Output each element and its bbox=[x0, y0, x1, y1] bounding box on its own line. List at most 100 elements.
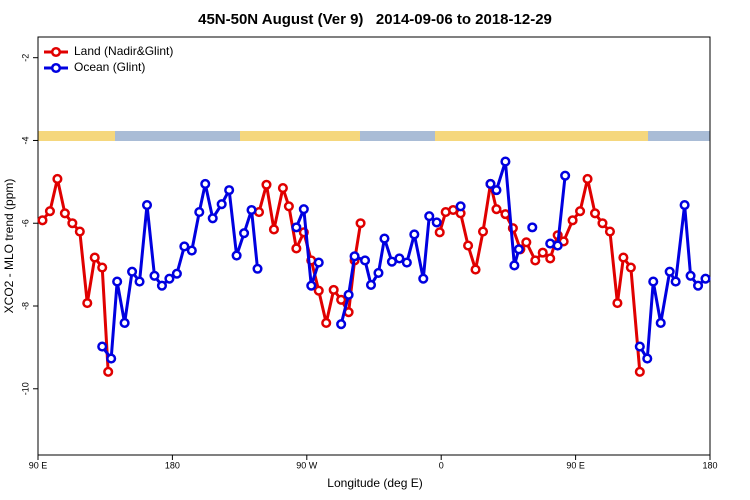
land-strip bbox=[38, 131, 115, 141]
data-point bbox=[530, 255, 541, 266]
data-point bbox=[82, 298, 93, 309]
ocean-strip bbox=[38, 131, 710, 141]
data-point bbox=[655, 317, 666, 329]
data-point bbox=[455, 201, 466, 212]
data-point bbox=[527, 222, 538, 233]
data-point bbox=[112, 276, 123, 287]
x-tick-label: 90 W bbox=[296, 460, 318, 470]
data-point bbox=[336, 319, 347, 330]
data-point bbox=[612, 298, 623, 309]
data-point bbox=[379, 233, 390, 244]
data-point bbox=[485, 178, 496, 189]
data-point bbox=[575, 206, 586, 217]
data-point bbox=[560, 170, 571, 181]
data-point bbox=[67, 218, 78, 229]
data-point bbox=[418, 273, 429, 284]
data-point bbox=[567, 215, 578, 226]
y-tick-label: -6 bbox=[20, 219, 30, 227]
data-point bbox=[582, 173, 593, 185]
data-point bbox=[336, 294, 347, 305]
data-point bbox=[200, 178, 211, 189]
data-point bbox=[589, 208, 601, 219]
data-point bbox=[171, 268, 182, 279]
data-point bbox=[642, 353, 653, 364]
data-point bbox=[149, 270, 160, 281]
map-strip bbox=[38, 131, 710, 141]
legend-marker bbox=[50, 46, 62, 58]
legend-label: Land (Nadir&Glint) bbox=[74, 44, 173, 58]
land-strip bbox=[435, 131, 648, 141]
data-point bbox=[291, 222, 302, 233]
y-tick-label: -4 bbox=[20, 136, 30, 144]
x-axis-label: Longitude (deg E) bbox=[327, 476, 422, 490]
data-point bbox=[164, 273, 175, 284]
y-tick-label: -8 bbox=[20, 302, 30, 310]
data-point bbox=[231, 250, 242, 261]
data-point bbox=[194, 207, 205, 218]
data-point bbox=[328, 284, 339, 295]
data-point bbox=[537, 247, 548, 258]
data-point bbox=[604, 226, 615, 237]
data-point bbox=[670, 276, 681, 287]
y-axis-label: XCO2 - MLO trend (ppm) bbox=[2, 179, 16, 314]
data-point bbox=[545, 253, 556, 264]
data-point bbox=[268, 224, 279, 235]
data-point bbox=[700, 273, 711, 284]
data-point bbox=[179, 241, 190, 252]
data-point bbox=[343, 289, 354, 300]
data-point bbox=[106, 353, 117, 364]
data-point bbox=[509, 260, 520, 271]
data-point bbox=[313, 257, 324, 268]
data-point bbox=[491, 204, 502, 215]
data-point bbox=[59, 208, 70, 219]
data-point bbox=[298, 204, 309, 215]
data-point bbox=[401, 257, 412, 268]
data-point bbox=[313, 285, 324, 296]
data-point bbox=[431, 217, 442, 228]
data-point bbox=[207, 213, 218, 224]
data-point bbox=[283, 201, 294, 212]
legend-label: Ocean (Glint) bbox=[74, 60, 145, 74]
data-point bbox=[618, 252, 629, 263]
data-point bbox=[74, 226, 85, 237]
data-point bbox=[89, 252, 100, 263]
data-point bbox=[134, 276, 145, 287]
legend-marker bbox=[50, 62, 62, 74]
data-point bbox=[552, 240, 563, 251]
data-point bbox=[37, 215, 48, 226]
data-point bbox=[491, 185, 502, 196]
x-tick-label: 180 bbox=[702, 460, 717, 470]
data-point bbox=[500, 156, 511, 167]
data-point bbox=[597, 218, 608, 229]
data-point bbox=[521, 237, 532, 248]
data-point bbox=[365, 279, 377, 290]
y-tick-label: -10 bbox=[20, 382, 30, 395]
data-point bbox=[434, 227, 445, 238]
data-point bbox=[127, 266, 138, 277]
data-point bbox=[261, 179, 272, 190]
data-point bbox=[224, 185, 235, 196]
data-point bbox=[424, 211, 435, 222]
data-point bbox=[648, 276, 659, 287]
x-tick-label: 90 E bbox=[566, 460, 585, 470]
data-point bbox=[97, 262, 108, 273]
data-point bbox=[44, 206, 55, 217]
data-point bbox=[97, 341, 108, 352]
data-point bbox=[277, 183, 288, 194]
data-point bbox=[141, 199, 153, 211]
data-point bbox=[634, 341, 645, 352]
data-point bbox=[246, 204, 257, 216]
data-point bbox=[463, 240, 474, 251]
x-tick-label: 180 bbox=[165, 460, 180, 470]
data-point bbox=[634, 366, 645, 377]
data-point bbox=[409, 229, 420, 240]
x-tick-label: 0 bbox=[439, 460, 444, 470]
data-point bbox=[252, 263, 263, 274]
data-point bbox=[359, 255, 371, 266]
data-point bbox=[103, 366, 114, 377]
data-point bbox=[119, 317, 130, 329]
data-point bbox=[52, 173, 63, 185]
data-point bbox=[394, 253, 405, 264]
data-point bbox=[373, 267, 384, 278]
